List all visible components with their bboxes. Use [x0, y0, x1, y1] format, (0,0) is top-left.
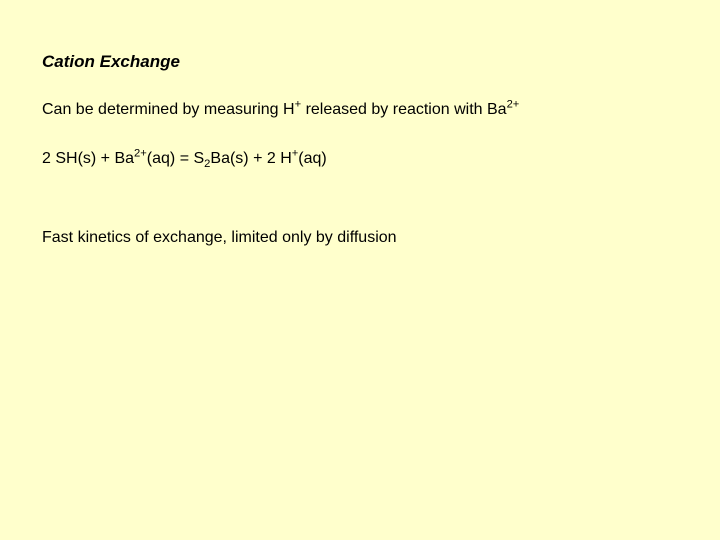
slide-title: Cation Exchange [42, 52, 678, 72]
body-line-3: Fast kinetics of exchange, limited only … [42, 228, 678, 249]
body-line-2-equation: 2 SH(s) + Ba2+(aq) = S2Ba(s) + 2 H+(aq) [42, 149, 678, 170]
body-line-1: Can be determined by measuring H+ releas… [42, 100, 678, 121]
